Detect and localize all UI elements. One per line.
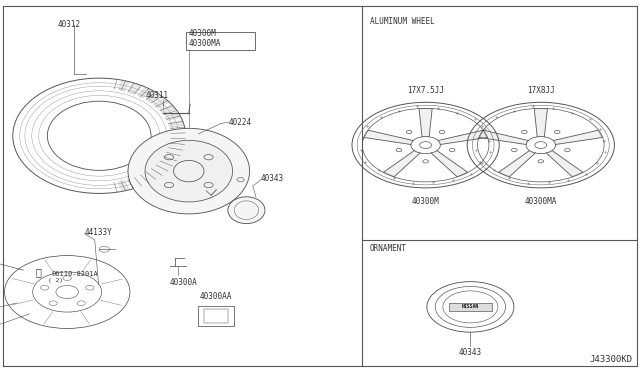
- Ellipse shape: [145, 140, 232, 202]
- Text: 40312: 40312: [58, 20, 81, 29]
- Text: ORNAMENT: ORNAMENT: [370, 244, 407, 253]
- Polygon shape: [160, 158, 175, 166]
- Text: ALUMINUM WHEEL: ALUMINUM WHEEL: [370, 17, 435, 26]
- Text: ( 2): ( 2): [48, 278, 63, 283]
- Ellipse shape: [228, 197, 265, 224]
- Polygon shape: [170, 129, 185, 134]
- Text: 40300A: 40300A: [170, 278, 197, 287]
- Polygon shape: [168, 144, 184, 151]
- Text: 40343: 40343: [261, 174, 284, 183]
- Bar: [186, 32, 255, 50]
- Ellipse shape: [128, 128, 250, 214]
- Text: 40300AA: 40300AA: [200, 292, 232, 301]
- Polygon shape: [118, 181, 129, 191]
- Text: 40224: 40224: [229, 118, 252, 126]
- Polygon shape: [146, 93, 161, 102]
- Text: 40300MA: 40300MA: [189, 39, 221, 48]
- Polygon shape: [547, 151, 582, 177]
- Text: 40300M: 40300M: [412, 197, 440, 206]
- Polygon shape: [364, 130, 413, 144]
- Polygon shape: [168, 121, 184, 127]
- Polygon shape: [479, 130, 528, 144]
- Polygon shape: [129, 178, 141, 188]
- Text: 40300M: 40300M: [189, 29, 216, 38]
- Polygon shape: [438, 130, 487, 144]
- Text: NISSAN: NISSAN: [462, 304, 479, 310]
- Polygon shape: [431, 151, 467, 177]
- Text: 17X7.5JJ: 17X7.5JJ: [407, 86, 444, 95]
- Polygon shape: [384, 151, 420, 177]
- Polygon shape: [129, 84, 141, 94]
- Text: Ⓑ: Ⓑ: [35, 267, 41, 277]
- Text: 17X8JJ: 17X8JJ: [527, 86, 555, 95]
- Polygon shape: [419, 109, 432, 137]
- Polygon shape: [160, 105, 175, 114]
- Text: 06110-8201A: 06110-8201A: [51, 271, 98, 277]
- Polygon shape: [154, 164, 169, 173]
- Polygon shape: [138, 87, 151, 98]
- Text: 40343: 40343: [459, 348, 482, 357]
- Polygon shape: [154, 99, 169, 108]
- Bar: [204, 309, 228, 323]
- Polygon shape: [118, 81, 129, 91]
- Polygon shape: [165, 113, 180, 121]
- Polygon shape: [138, 174, 151, 184]
- Text: 44133Y: 44133Y: [84, 228, 112, 237]
- Polygon shape: [499, 151, 535, 177]
- Bar: [198, 306, 234, 326]
- Polygon shape: [554, 130, 602, 144]
- Text: 40300MA: 40300MA: [525, 197, 557, 206]
- Text: 40311: 40311: [145, 91, 168, 100]
- Polygon shape: [165, 151, 180, 159]
- Text: J43300KD: J43300KD: [589, 355, 632, 364]
- Bar: [449, 302, 492, 311]
- Polygon shape: [146, 169, 161, 179]
- Polygon shape: [170, 137, 185, 142]
- Polygon shape: [534, 109, 547, 137]
